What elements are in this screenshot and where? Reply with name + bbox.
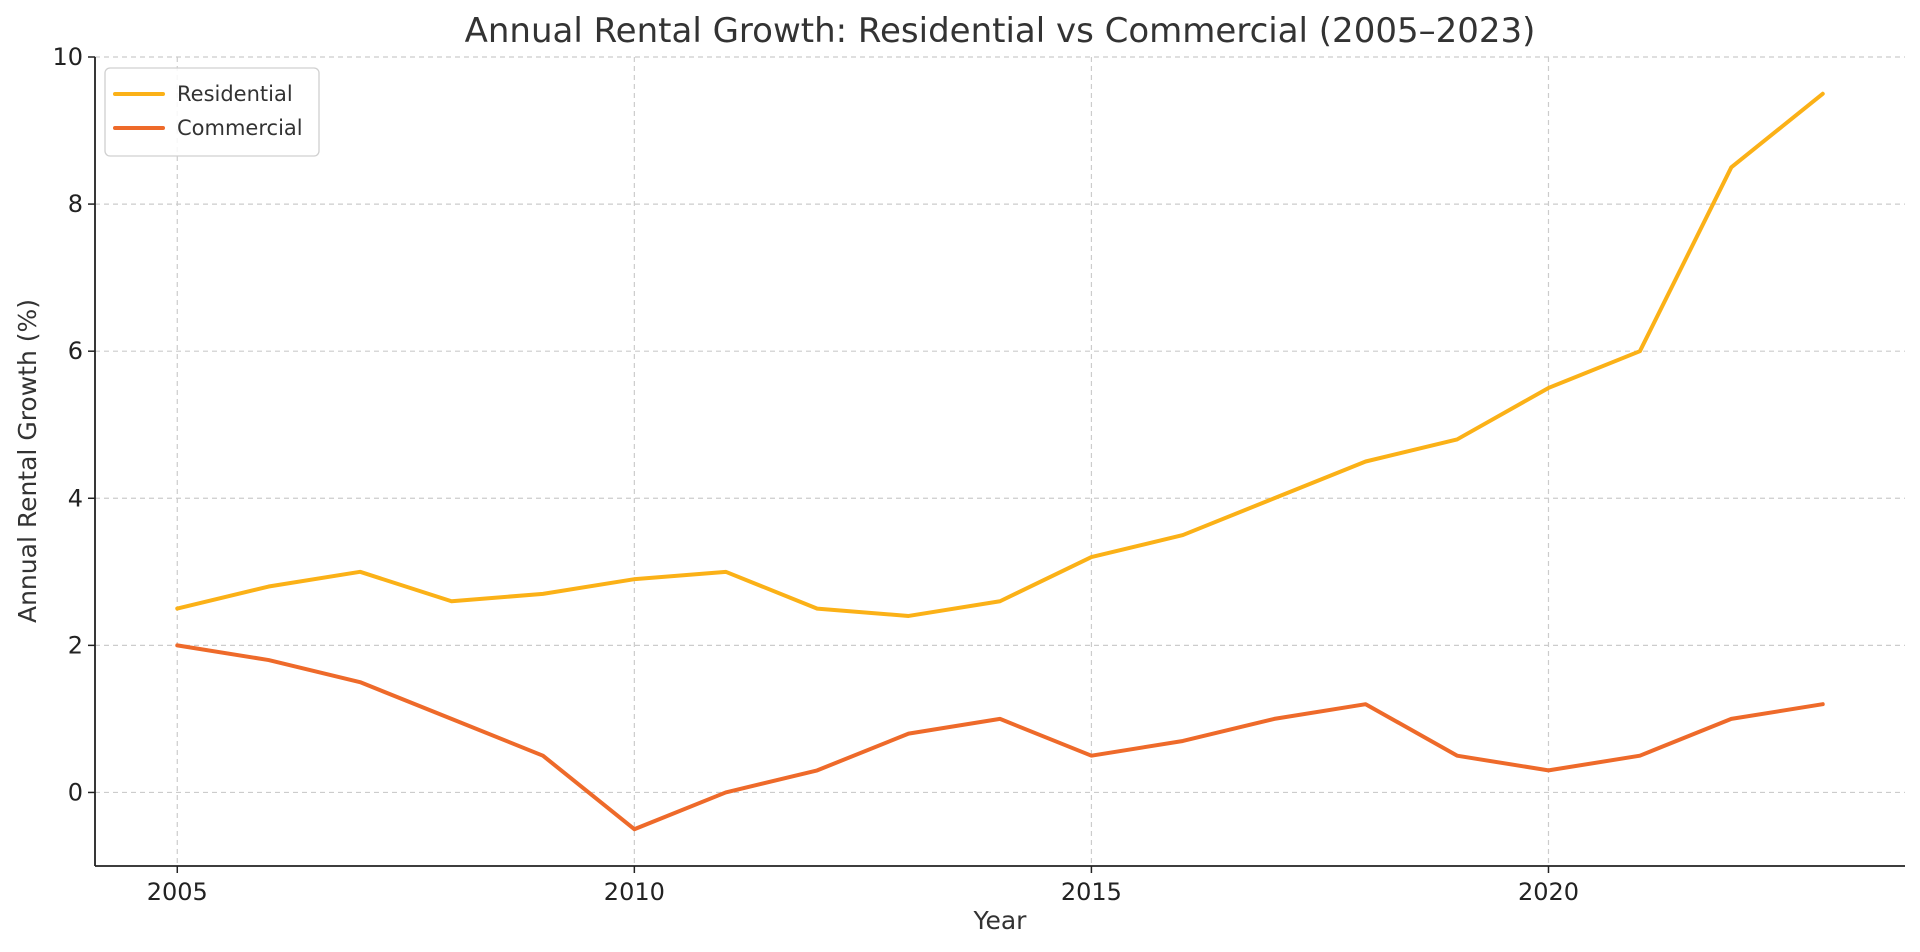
grid-layer (95, 56, 1905, 866)
x-tick-label-2020: 2020 (1518, 878, 1579, 906)
y-tick-label-10: 10 (52, 43, 83, 71)
y-axis-label: Annual Rental Growth (%) (13, 299, 42, 623)
series-line-residential (175, 91, 1825, 618)
legend: Residential Commercial (104, 67, 320, 157)
y-tick-label-0: 0 (68, 778, 83, 806)
y-tick-label-2: 2 (68, 631, 83, 659)
x-axis-label: Year (973, 906, 1028, 935)
chart-title: Annual Rental Growth: Residential vs Com… (465, 11, 1536, 51)
y-tick-label-8: 8 (68, 190, 83, 218)
x-tick-label-2015: 2015 (1061, 878, 1122, 906)
y-tick-label-4: 4 (68, 484, 83, 512)
x-tick-label-2005: 2005 (147, 878, 208, 906)
x-tick-label-2010: 2010 (604, 878, 665, 906)
legend-box (104, 67, 320, 157)
axes-layer: 2005 2010 2015 2020 0 2 4 6 8 10 (52, 43, 1905, 906)
y-tick-label-6: 6 (68, 337, 83, 365)
series-line-commercial (175, 643, 1825, 832)
legend-label-residential: Residential (177, 82, 293, 106)
series-layer (175, 91, 1825, 832)
legend-label-commercial: Commercial (177, 116, 303, 140)
